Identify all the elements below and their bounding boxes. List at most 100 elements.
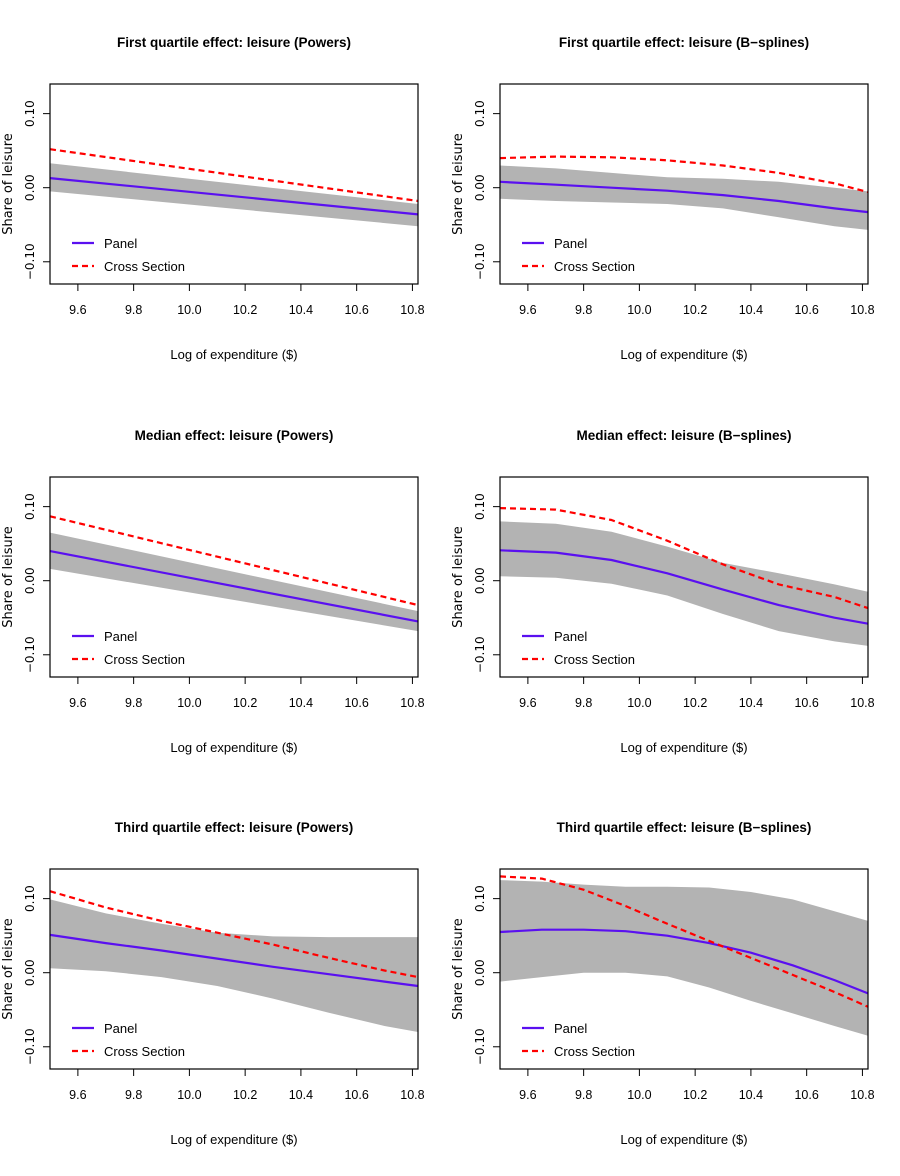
x-tick-label: 10.0 xyxy=(177,1088,201,1102)
series-line-panel xyxy=(499,180,869,214)
legend-label-cross-section: Cross Section xyxy=(104,259,185,274)
legend-label-panel: Panel xyxy=(554,629,587,644)
y-tick-label: 0.00 xyxy=(473,567,487,594)
y-tick-label: 0.00 xyxy=(23,567,37,594)
x-tick-label: 9.6 xyxy=(519,1088,536,1102)
series-line-panel xyxy=(499,549,869,625)
x-tick-label: 10.6 xyxy=(794,303,818,317)
legend-label-cross-section: Cross Section xyxy=(104,1044,185,1059)
legend-label-cross-section: Cross Section xyxy=(554,652,635,667)
x-tick-label: 10.0 xyxy=(627,303,651,317)
panel-title: First quartile effect: leisure (B−spline… xyxy=(559,35,809,50)
x-tick-label: 10.6 xyxy=(794,1088,818,1102)
y-tick-label: −0.10 xyxy=(23,1028,37,1065)
y-tick-label: 0.10 xyxy=(473,885,487,912)
confidence-band xyxy=(500,880,868,1036)
y-tick-label: 0.10 xyxy=(473,100,487,127)
y-tick-label: 0.00 xyxy=(473,959,487,986)
plot-frame xyxy=(49,83,419,285)
x-tick-label: 9.8 xyxy=(125,1088,142,1102)
series-line-panel xyxy=(49,550,419,623)
series-line-panel xyxy=(49,933,419,988)
legend-label-cross-section: Cross Section xyxy=(104,652,185,667)
x-tick-label: 10.2 xyxy=(233,303,257,317)
y-axis-label: Share of leisure xyxy=(451,918,466,1020)
x-tick-label: 10.4 xyxy=(289,303,313,317)
x-tick-label: 9.6 xyxy=(69,696,86,710)
x-tick-label: 10.2 xyxy=(683,1088,707,1102)
legend-label-panel: Panel xyxy=(104,236,137,251)
x-tick-label: 10.6 xyxy=(344,1088,368,1102)
plot-frame xyxy=(49,476,419,678)
y-tick-label: 0.10 xyxy=(23,100,37,127)
plot-frame xyxy=(499,868,869,1070)
legend-label-panel: Panel xyxy=(104,629,137,644)
x-tick-label: 9.8 xyxy=(575,303,592,317)
series-line-cross-section xyxy=(49,148,419,203)
panel-title: Third quartile effect: leisure (Powers) xyxy=(115,820,354,835)
x-tick-label: 9.8 xyxy=(575,1088,592,1102)
series-line-panel xyxy=(49,177,419,216)
chart-panel-2: First quartile effect: leisure (B−spline… xyxy=(451,35,875,362)
legend-label-cross-section: Cross Section xyxy=(554,1044,635,1059)
x-tick-label: 9.6 xyxy=(519,303,536,317)
x-axis-label: Log of expenditure ($) xyxy=(620,740,747,755)
series-line-cross-section xyxy=(499,155,869,194)
x-tick-label: 9.6 xyxy=(69,303,86,317)
x-tick-label: 9.8 xyxy=(125,696,142,710)
y-tick-label: 0.10 xyxy=(23,493,37,520)
x-tick-label: 9.6 xyxy=(69,1088,86,1102)
y-tick-label: −0.10 xyxy=(473,243,487,280)
plot-frame xyxy=(499,476,869,678)
x-tick-label: 10.6 xyxy=(344,303,368,317)
y-axis-label: Share of leisure xyxy=(1,526,16,628)
x-tick-label: 10.6 xyxy=(794,696,818,710)
x-tick-label: 10.0 xyxy=(627,1088,651,1102)
x-tick-label: 10.8 xyxy=(850,696,874,710)
plot-frame xyxy=(49,868,419,1070)
x-axis-label: Log of expenditure ($) xyxy=(170,740,297,755)
panel-title: Median effect: leisure (B−splines) xyxy=(577,428,792,443)
confidence-band xyxy=(50,899,418,1032)
y-tick-label: 0.00 xyxy=(23,959,37,986)
x-tick-label: 9.8 xyxy=(125,303,142,317)
x-tick-label: 10.8 xyxy=(850,303,874,317)
x-tick-label: 10.0 xyxy=(177,696,201,710)
x-axis-label: Log of expenditure ($) xyxy=(620,1132,747,1147)
panel-title: First quartile effect: leisure (Powers) xyxy=(117,35,351,50)
x-axis-label: Log of expenditure ($) xyxy=(170,347,297,362)
x-tick-label: 10.8 xyxy=(400,696,424,710)
chart-panel-6: Third quartile effect: leisure (B−spline… xyxy=(451,820,875,1147)
confidence-band xyxy=(500,165,868,230)
panel-title: Median effect: leisure (Powers) xyxy=(135,428,334,443)
confidence-band xyxy=(50,532,418,632)
y-tick-label: −0.10 xyxy=(23,243,37,280)
x-tick-label: 10.8 xyxy=(850,1088,874,1102)
x-tick-label: 10.4 xyxy=(289,696,313,710)
x-tick-label: 9.8 xyxy=(575,696,592,710)
x-tick-label: 9.6 xyxy=(519,696,536,710)
chart-panel-4: Median effect: leisure (B−splines) 9.6 9.8… xyxy=(451,428,875,755)
x-tick-label: 10.4 xyxy=(289,1088,313,1102)
legend-label-panel: Panel xyxy=(554,236,587,251)
legend-label-panel: Panel xyxy=(104,1021,137,1036)
y-tick-label: 0.10 xyxy=(23,885,37,912)
plot-frame xyxy=(499,83,869,285)
legend-label-cross-section: Cross Section xyxy=(554,259,635,274)
x-tick-label: 10.8 xyxy=(400,303,424,317)
y-tick-label: −0.10 xyxy=(23,636,37,673)
chart-panel-5: Third quartile effect: leisure (Powers) 9… xyxy=(1,820,425,1147)
x-axis-label: Log of expenditure ($) xyxy=(170,1132,297,1147)
series-line-cross-section xyxy=(49,890,419,979)
series-line-cross-section xyxy=(499,507,869,610)
confidence-band xyxy=(500,521,868,646)
chart-panel-3: Median effect: leisure (Powers) 9.6 9.8 10.… xyxy=(1,428,425,755)
y-axis-label: Share of leisure xyxy=(451,133,466,235)
legend-label-panel: Panel xyxy=(554,1021,587,1036)
x-tick-label: 10.0 xyxy=(177,303,201,317)
chart-panel-1: First quartile effect: leisure (Powers) 9… xyxy=(1,35,425,362)
confidence-band xyxy=(50,163,418,227)
y-tick-label: −0.10 xyxy=(473,636,487,673)
x-tick-label: 10.2 xyxy=(233,696,257,710)
